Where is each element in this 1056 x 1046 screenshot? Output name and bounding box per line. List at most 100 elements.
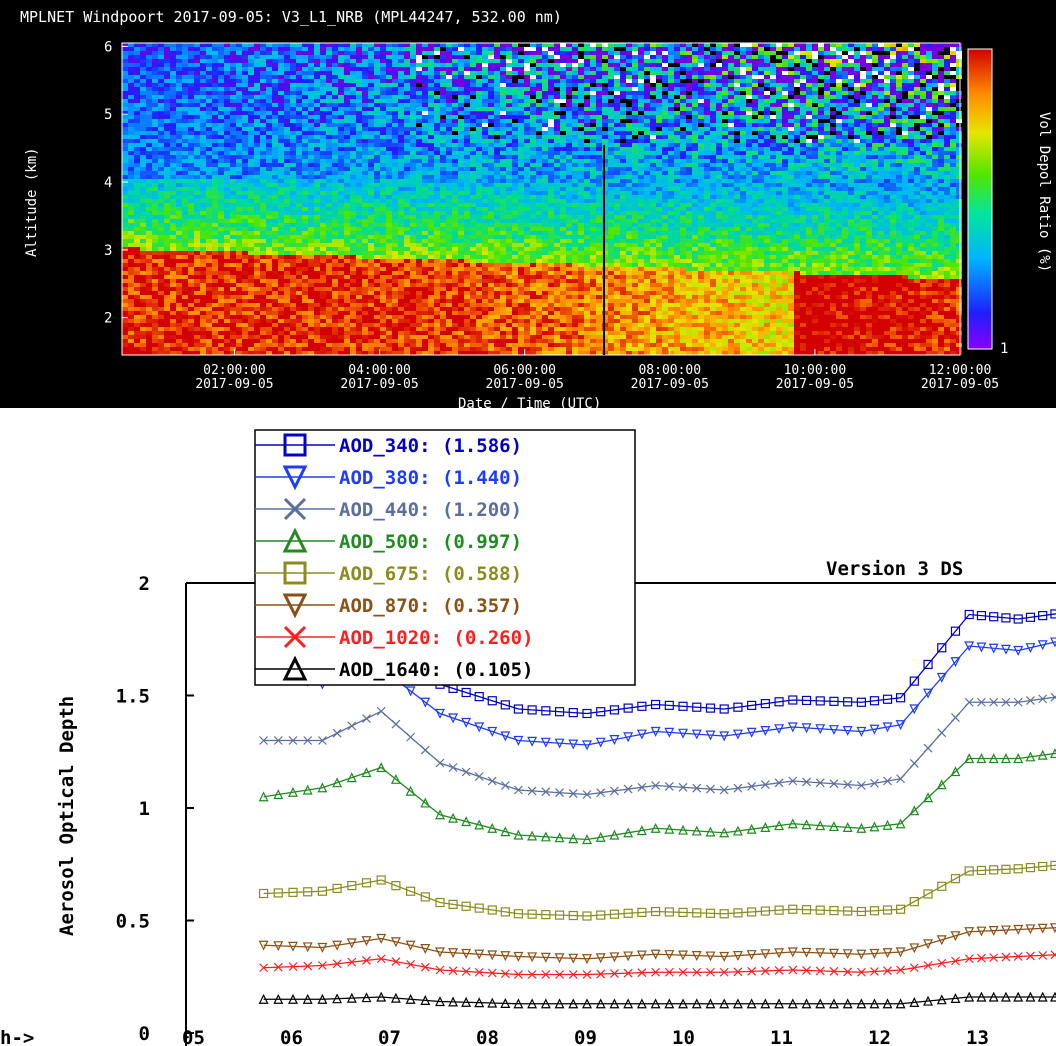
- heatmap-cell: [248, 47, 254, 51]
- heatmap-cell: [944, 55, 950, 59]
- heatmap-cell: [920, 99, 926, 103]
- heatmap-cell: [668, 179, 674, 183]
- heatmap-cell: [146, 99, 152, 103]
- heatmap-cell: [314, 127, 320, 131]
- heatmap-cell: [908, 171, 914, 175]
- heatmap-cell: [848, 179, 854, 183]
- heatmap-cell: [416, 171, 422, 175]
- heatmap-cell: [884, 107, 890, 111]
- heatmap-cell: [848, 163, 854, 167]
- heatmap-cell: [518, 159, 524, 163]
- heatmap-cell: [896, 159, 902, 163]
- heatmap-cell: [734, 119, 740, 123]
- heatmap-cell: [518, 91, 524, 95]
- heatmap-cell: [698, 55, 704, 59]
- heatmap-cell: [422, 123, 428, 127]
- heatmap-cell: [326, 179, 332, 183]
- heatmap-cell: [494, 71, 500, 75]
- heatmap-cell: [608, 119, 614, 123]
- heatmap-cell: [608, 147, 614, 151]
- heatmap-cell: [530, 107, 536, 111]
- heatmap-cell: [590, 99, 596, 103]
- heatmap-cell: [158, 111, 164, 115]
- heatmap-cell: [584, 99, 590, 103]
- heatmap-cell: [728, 59, 734, 63]
- heatmap-cell: [338, 47, 344, 51]
- heatmap-cell: [266, 43, 272, 47]
- heatmap-cell: [446, 87, 452, 91]
- heatmap-cell: [362, 179, 368, 183]
- heatmap-cell: [656, 87, 662, 91]
- heatmap-cell: [326, 43, 332, 47]
- heatmap-cell: [572, 119, 578, 123]
- heatmap-cell: [470, 59, 476, 63]
- heatmap-cell: [950, 55, 956, 59]
- heatmap-cell: [422, 171, 428, 175]
- heatmap-cell: [620, 115, 626, 119]
- heatmap-cell: [806, 119, 812, 123]
- heatmap-cell: [668, 163, 674, 167]
- heatmap-cell: [386, 107, 392, 111]
- heatmap-cell: [578, 59, 584, 63]
- heatmap-cell: [152, 47, 158, 51]
- heatmap-cell: [560, 175, 566, 179]
- heatmap-cell: [884, 87, 890, 91]
- heatmap-cell: [686, 167, 692, 171]
- heatmap-cell: [200, 99, 206, 103]
- heatmap-cell: [212, 47, 218, 51]
- heatmap-cell: [320, 155, 326, 159]
- heatmap-cell: [668, 59, 674, 63]
- heatmap-cell: [626, 79, 632, 83]
- heatmap-cell: [272, 131, 278, 135]
- heatmap-cell: [170, 103, 176, 107]
- heatmap-cell: [584, 107, 590, 111]
- heatmap-cell: [440, 135, 446, 139]
- heatmap-cell: [800, 75, 806, 79]
- heatmap-cell: [932, 131, 938, 135]
- heatmap-cell: [200, 115, 206, 119]
- heatmap-cell: [896, 107, 902, 111]
- heatmap-cell: [452, 111, 458, 115]
- heatmap-cell: [296, 119, 302, 123]
- heatmap-cell: [260, 115, 266, 119]
- heatmap-cell: [344, 159, 350, 163]
- heatmap-cell: [602, 67, 608, 71]
- heatmap-cell: [860, 131, 866, 135]
- heatmap-cell: [842, 79, 848, 83]
- heatmap-cell: [224, 119, 230, 123]
- heatmap-cell: [824, 99, 830, 103]
- heatmap-cell: [776, 143, 782, 147]
- heatmap-cell: [668, 43, 674, 47]
- heatmap-cell: [632, 99, 638, 103]
- heatmap-cell: [416, 135, 422, 139]
- heatmap-cell: [680, 83, 686, 87]
- heatmap-cell: [926, 159, 932, 163]
- heatmap-cell: [218, 59, 224, 63]
- heatmap-cell: [494, 139, 500, 143]
- heatmap-cell: [542, 71, 548, 75]
- heatmap-cell: [344, 155, 350, 159]
- heatmap-cell: [236, 179, 242, 183]
- heatmap-cell: [590, 43, 596, 47]
- heatmap-cell: [440, 59, 446, 63]
- heatmap-cell: [242, 183, 248, 187]
- heatmap-cell: [332, 103, 338, 107]
- heatmap-cell: [698, 131, 704, 135]
- heatmap-cell: [800, 167, 806, 171]
- heatmap-cell: [548, 139, 554, 143]
- heatmap-cell: [194, 163, 200, 167]
- heatmap-cell: [296, 75, 302, 79]
- heatmap-cell: [722, 91, 728, 95]
- heatmap-cell: [530, 183, 536, 187]
- heatmap-cell: [434, 79, 440, 83]
- heatmap-cell: [314, 167, 320, 171]
- heatmap-cell: [590, 91, 596, 95]
- heatmap-cell: [728, 107, 734, 111]
- heatmap-cell: [440, 83, 446, 87]
- heatmap-cell: [914, 71, 920, 75]
- heatmap-cell: [566, 51, 572, 55]
- heatmap-cell: [344, 59, 350, 63]
- heatmap-cell: [428, 111, 434, 115]
- heatmap-cell: [200, 127, 206, 131]
- heatmap-cell: [356, 127, 362, 131]
